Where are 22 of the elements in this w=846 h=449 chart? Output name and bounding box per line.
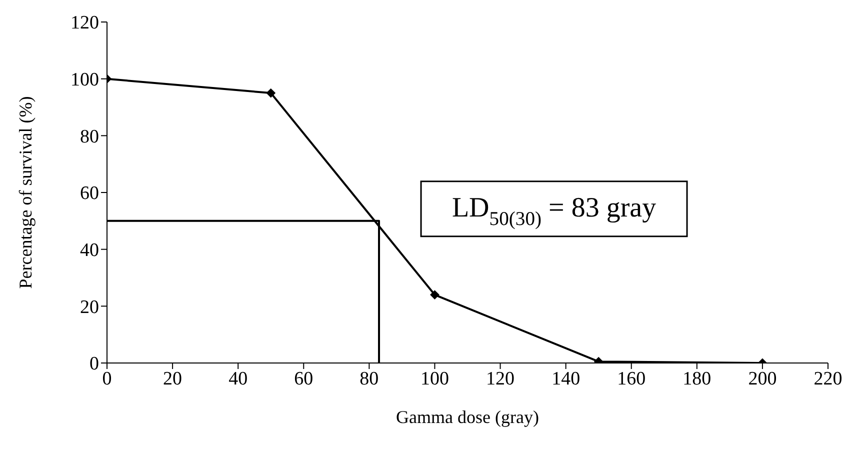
y-tick-label: 60 — [80, 183, 99, 204]
x-tick-label: 80 — [360, 368, 379, 390]
x-tick-label: 140 — [552, 368, 580, 390]
y-tick-label: 80 — [80, 126, 99, 148]
annotation: LD$_{50(30)}$ = 83 gray — [452, 192, 656, 230]
y-tick-label: 120 — [70, 12, 99, 34]
x-tick-label: 180 — [682, 368, 712, 390]
x-tick-label: 200 — [748, 368, 777, 390]
x-tick-label: 120 — [486, 368, 515, 390]
x-tick-label: 160 — [617, 368, 646, 390]
x-axis-title: Gamma dose (gray) — [396, 407, 539, 427]
y-tick-label: 0 — [90, 354, 99, 375]
x-tick-label: 220 — [814, 368, 842, 390]
x-tick-label: 20 — [163, 368, 182, 390]
y-axis-title: Percentage of survival (%) — [15, 96, 36, 289]
x-tick-label: 0 — [102, 368, 112, 390]
x-tick-label: 40 — [228, 368, 248, 390]
x-tick-label: 100 — [420, 368, 449, 390]
y-tick-label: 40 — [80, 240, 99, 262]
y-tick-label: 20 — [80, 296, 99, 318]
y-tick-label: 100 — [70, 70, 99, 91]
x-tick-label: 60 — [294, 368, 314, 390]
